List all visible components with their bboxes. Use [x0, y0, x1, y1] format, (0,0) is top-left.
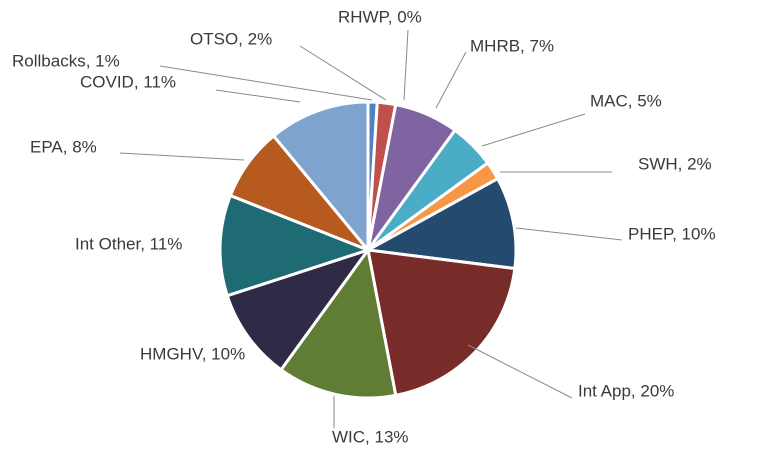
leader-line	[159, 65, 373, 101]
pie-slice	[271, 100, 370, 255]
pie-slice	[278, 246, 398, 400]
data-label: MAC, 5%	[590, 91, 662, 110]
data-label: EPA, 8%	[30, 137, 97, 156]
data-label: SWH, 2%	[638, 154, 712, 173]
leader-line	[435, 51, 467, 109]
data-label: PHEP, 10%	[628, 224, 716, 243]
leader-line	[481, 113, 586, 147]
data-label: Int Other, 11%	[75, 234, 182, 253]
leader-line	[299, 45, 387, 101]
pie-slice	[366, 248, 517, 398]
pie-slice	[218, 193, 373, 298]
data-label: RHWP, 0%	[338, 7, 422, 26]
data-label: COVID, 11%	[80, 72, 176, 91]
pie-slice	[225, 247, 372, 372]
data-label: WIC, 13%	[332, 427, 409, 446]
data-label: HMGHV, 10%	[140, 344, 245, 363]
leader-line	[215, 89, 301, 103]
data-label: Rollbacks, 1%	[12, 51, 120, 70]
data-label: Int App, 20%	[578, 381, 674, 400]
data-label: OTSO, 2%	[190, 29, 272, 48]
leader-line	[119, 152, 245, 161]
data-label: MHRB, 7%	[470, 36, 554, 55]
pie-slice	[363, 176, 518, 271]
leader-line	[515, 227, 623, 241]
leader-line	[467, 344, 573, 399]
leader-line	[403, 29, 409, 101]
